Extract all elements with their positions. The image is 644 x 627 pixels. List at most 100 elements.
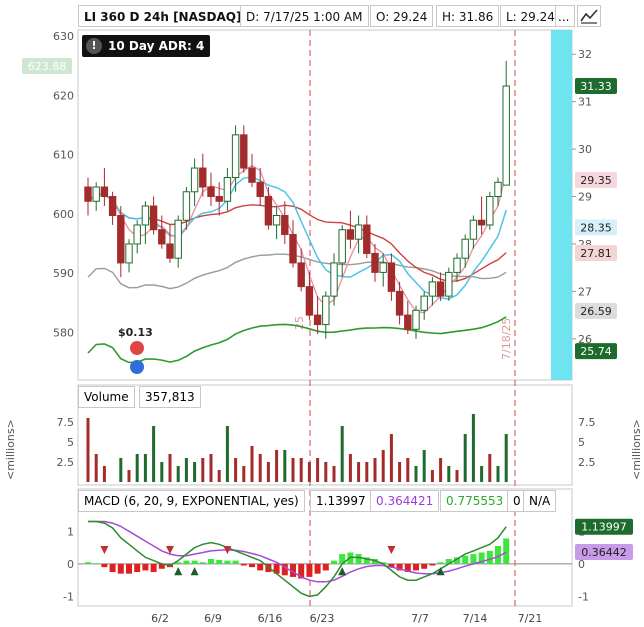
symbol-title[interactable]: LI 360 D 24h [NASDAQ]	[78, 5, 248, 27]
candle-body	[100, 186, 109, 198]
candle-body	[486, 196, 494, 226]
volume-unit-label-left: <millions>	[4, 419, 17, 480]
volume-bar	[307, 462, 311, 482]
volume-left-tick: 7.5	[57, 416, 75, 429]
macd-tag-bg	[575, 544, 633, 561]
left-axis-tick: 610	[53, 149, 74, 162]
macd-histogram-bar	[249, 563, 255, 568]
macd-histogram-bar	[150, 563, 157, 573]
sell-arrow-icon	[223, 545, 232, 555]
macd-signal-line	[88, 520, 507, 583]
volume-bar	[209, 454, 213, 482]
candle-body	[231, 134, 240, 179]
right-axis-tick: 27	[578, 285, 592, 298]
x-axis-tick: 6/2	[151, 612, 169, 625]
macd-histogram-bar	[429, 563, 436, 566]
buy-arrow-icon	[190, 567, 199, 576]
sell-arrow-icon	[387, 545, 396, 555]
candle-body	[297, 262, 305, 288]
macd-line	[88, 520, 507, 598]
dividend-icon	[130, 341, 144, 355]
volume-legend-value: 357,813	[139, 386, 201, 408]
macd-legend-v1: 1.13997	[310, 490, 372, 512]
candle-body	[387, 262, 396, 292]
macd-histogram-bar	[101, 563, 108, 568]
volume-bar	[316, 458, 320, 482]
buy-arrow-icon	[338, 567, 347, 576]
macd-histogram-bar	[257, 563, 264, 571]
macd-right-tick: -1	[578, 590, 589, 603]
macd-histogram-bar	[331, 560, 337, 564]
macd-histogram-bar	[478, 552, 485, 564]
macd-histogram-bar	[462, 555, 469, 564]
price-tag: 29.35	[580, 174, 612, 187]
volume-bar	[365, 462, 369, 482]
macd-legend-title[interactable]: MACD (6, 20, 9, EXPONENTIAL, yes)	[78, 490, 305, 512]
volume-right-tick: 2.5	[578, 456, 596, 469]
price-tag: 26.59	[580, 305, 612, 318]
highlight-band	[551, 30, 572, 380]
candle-body	[461, 238, 469, 259]
volume-bar	[217, 470, 221, 482]
volume-right-tick: 5	[578, 436, 585, 449]
macd-histogram-bar	[290, 563, 296, 577]
volume-bar	[299, 458, 303, 482]
volume-bar	[184, 458, 188, 482]
macd-histogram-bar	[314, 563, 321, 574]
volume-bar	[250, 446, 254, 482]
volume-bar	[266, 462, 270, 482]
macd-histogram-bar	[495, 545, 501, 564]
candle-body	[404, 314, 412, 330]
volume-right-tick: 7.5	[578, 416, 596, 429]
x-axis-tick: 7/21	[518, 612, 543, 625]
earnings-bulb-icon	[130, 360, 144, 374]
candle-body	[272, 214, 281, 226]
candle-body	[338, 229, 346, 264]
buy-arrow-icon	[174, 567, 183, 576]
price-tag: 27.81	[580, 247, 612, 260]
price-tag-bg	[575, 78, 617, 95]
candle-body	[281, 214, 289, 235]
macd-histogram-bar	[503, 538, 510, 564]
macd-tag-bg	[575, 518, 633, 535]
x-axis-tick: 6/9	[204, 612, 222, 625]
volume-bar	[201, 458, 205, 482]
macd-histogram-bar	[363, 557, 370, 564]
volume-legend-title[interactable]: Volume	[78, 386, 135, 408]
adr-study-label[interactable]: ! 10 Day ADR: 4	[82, 35, 211, 57]
candle-body	[207, 186, 215, 198]
macd-histogram-bar	[413, 563, 419, 571]
right-axis-tick: 26	[578, 333, 592, 346]
candle-body	[305, 286, 314, 316]
current-price-tag: 623.88	[28, 60, 67, 73]
high-readout: H: 31.86	[436, 5, 500, 27]
sell-arrow-icon	[100, 545, 109, 555]
candle-body	[158, 229, 166, 245]
macd-legend-v2: 0.364421	[370, 490, 440, 512]
macd-histogram-bar	[199, 562, 206, 564]
x-axis-tick: 6/23	[310, 612, 335, 625]
chart-style-icon[interactable]	[577, 5, 601, 27]
volume-bar	[152, 426, 156, 482]
candle-body	[494, 181, 502, 198]
candle-body	[108, 196, 117, 216]
candle-body	[346, 229, 355, 240]
date-marker-label-right: 7/18/25	[500, 318, 513, 360]
volume-bar	[430, 470, 434, 482]
macd-histogram-bar	[372, 559, 378, 564]
macd-histogram-bar	[183, 560, 190, 564]
candle-body	[240, 134, 248, 169]
more-button[interactable]: ...	[555, 5, 575, 27]
price-tag: 31.33	[580, 80, 612, 93]
volume-bar	[86, 418, 90, 482]
macd-histogram-bar	[216, 559, 223, 564]
macd-histogram-bar	[85, 562, 91, 564]
date-readout: D: 7/17/25 1:00 AM	[240, 5, 369, 27]
macd-histogram-bar	[273, 563, 280, 574]
open-readout: O: 29.24	[370, 5, 434, 27]
candle-body	[477, 219, 486, 226]
candle-body	[289, 233, 297, 264]
candle-body	[182, 191, 191, 221]
price-tag: 25.74	[580, 345, 612, 358]
